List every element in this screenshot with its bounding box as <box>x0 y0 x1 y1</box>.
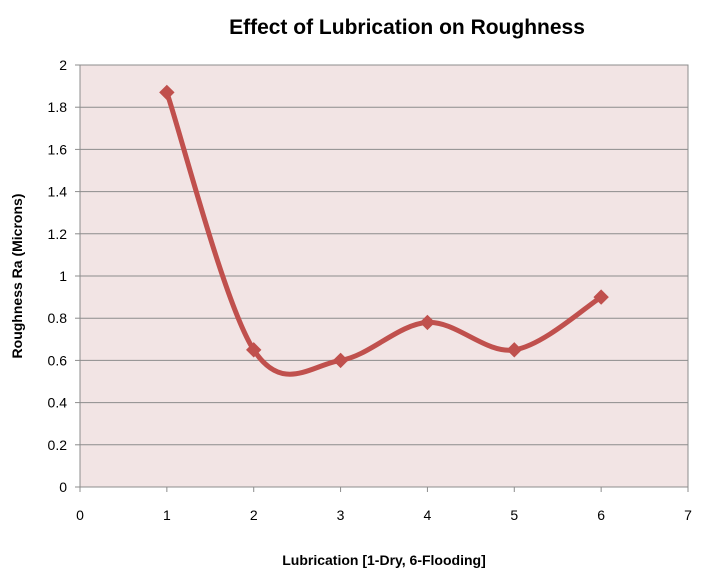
data-point-marker <box>419 314 436 331</box>
data-point-marker <box>246 342 262 358</box>
y-axis-title: Roughness Ra (Microns) <box>9 194 25 359</box>
y-tick-labels: 0 0.2 0.4 0.6 0.8 1 1.2 1.4 1.6 1.8 2 <box>48 57 80 495</box>
y-tick-label: 1.6 <box>48 141 68 157</box>
x-tick-label: 5 <box>510 507 518 523</box>
y-tick-label: 0 <box>59 479 67 495</box>
y-tick-label: 0.6 <box>48 352 68 368</box>
data-point-marker <box>506 342 522 358</box>
y-tick-label: 1 <box>59 268 67 284</box>
x-tick-label: 4 <box>424 507 432 523</box>
x-tick-label: 6 <box>597 507 605 523</box>
data-point-marker <box>159 84 175 101</box>
y-tick-label: 1.8 <box>48 99 68 115</box>
x-tick-label: 0 <box>76 507 84 523</box>
x-tick-label: 2 <box>250 507 258 523</box>
y-tick-label: 1.2 <box>48 226 68 242</box>
series-layer <box>159 84 609 377</box>
x-tick-label: 7 <box>684 507 692 523</box>
y-tick-label: 0.8 <box>48 310 68 326</box>
data-point-marker <box>332 352 349 369</box>
x-tick-labels: 0 1 2 3 4 5 6 7 <box>76 487 692 523</box>
x-axis-title: Lubrication [1-Dry, 6-Flooding] <box>282 552 486 568</box>
y-tick-label: 0.4 <box>48 395 68 411</box>
y-tick-label: 0.2 <box>48 437 68 453</box>
x-tick-label: 1 <box>163 507 171 523</box>
y-tick-label: 1.4 <box>48 184 68 200</box>
chart-title: Effect of Lubrication on Roughness <box>229 16 585 39</box>
data-point-marker <box>593 289 609 305</box>
x-tick-label: 3 <box>337 507 345 523</box>
y-tick-label: 2 <box>59 57 67 73</box>
